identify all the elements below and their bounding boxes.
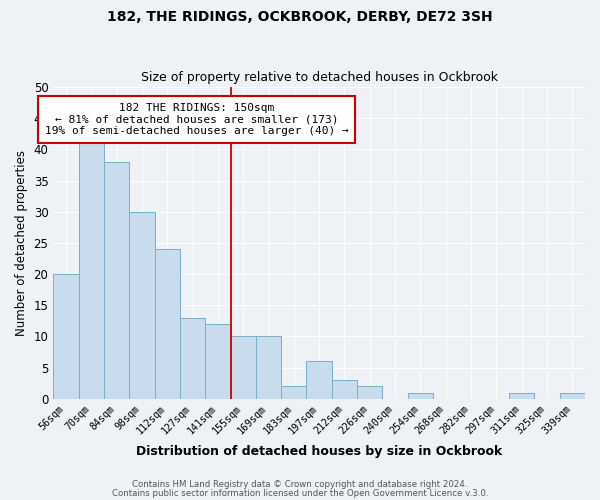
Text: Contains public sector information licensed under the Open Government Licence v.: Contains public sector information licen…	[112, 489, 488, 498]
Bar	[230, 336, 256, 399]
Y-axis label: Number of detached properties: Number of detached properties	[15, 150, 28, 336]
Bar	[129, 212, 155, 399]
Bar	[205, 324, 230, 399]
Bar	[332, 380, 357, 399]
Bar	[53, 274, 79, 399]
Bar	[357, 386, 382, 399]
Bar	[509, 392, 535, 399]
Bar	[408, 392, 433, 399]
Text: 182, THE RIDINGS, OCKBROOK, DERBY, DE72 3SH: 182, THE RIDINGS, OCKBROOK, DERBY, DE72 …	[107, 10, 493, 24]
Bar	[104, 162, 129, 399]
Text: Contains HM Land Registry data © Crown copyright and database right 2024.: Contains HM Land Registry data © Crown c…	[132, 480, 468, 489]
Text: 182 THE RIDINGS: 150sqm
← 81% of detached houses are smaller (173)
19% of semi-d: 182 THE RIDINGS: 150sqm ← 81% of detache…	[45, 102, 349, 136]
Bar	[180, 318, 205, 399]
Bar	[256, 336, 281, 399]
Bar	[560, 392, 585, 399]
Bar	[79, 137, 104, 399]
Bar	[307, 362, 332, 399]
X-axis label: Distribution of detached houses by size in Ockbrook: Distribution of detached houses by size …	[136, 444, 502, 458]
Bar	[281, 386, 307, 399]
Title: Size of property relative to detached houses in Ockbrook: Size of property relative to detached ho…	[140, 72, 497, 85]
Bar	[155, 249, 180, 399]
